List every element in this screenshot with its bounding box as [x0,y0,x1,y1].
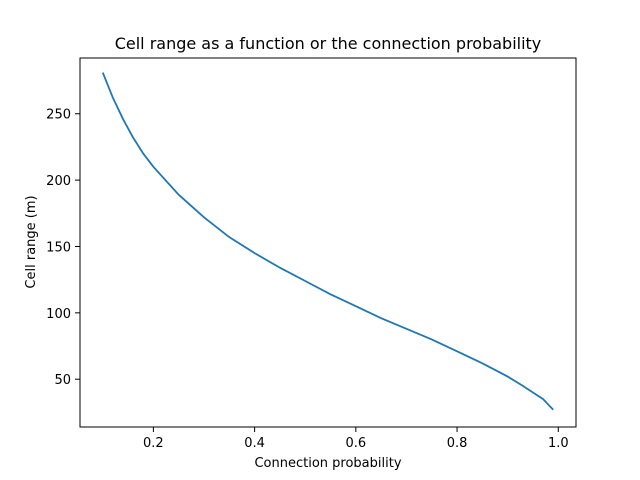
y-tick-label: 50 [54,373,71,388]
plot-area [79,57,577,428]
x-tick-label: 0.6 [345,436,366,451]
series-line [101,72,554,411]
plot-frame [79,57,577,428]
y-tick-label: 100 [46,307,71,322]
x-axis-label: Connection probability [254,456,401,471]
chart-title: Cell range as a function or the connecti… [115,34,542,53]
x-axis: 0.2 0.4 0.6 0.8 1.0 [143,427,569,451]
x-tick-label: 1.0 [548,436,569,451]
y-axis: 50 100 150 200 250 [46,108,80,388]
y-tick-label: 200 [46,174,71,189]
x-tick-label: 0.4 [244,436,265,451]
y-axis-label: Cell range (m) [24,195,39,288]
y-tick-label: 250 [46,108,71,123]
x-tick-label: 0.2 [143,436,164,451]
x-tick-label: 0.8 [447,436,468,451]
y-tick-label: 150 [46,240,71,255]
